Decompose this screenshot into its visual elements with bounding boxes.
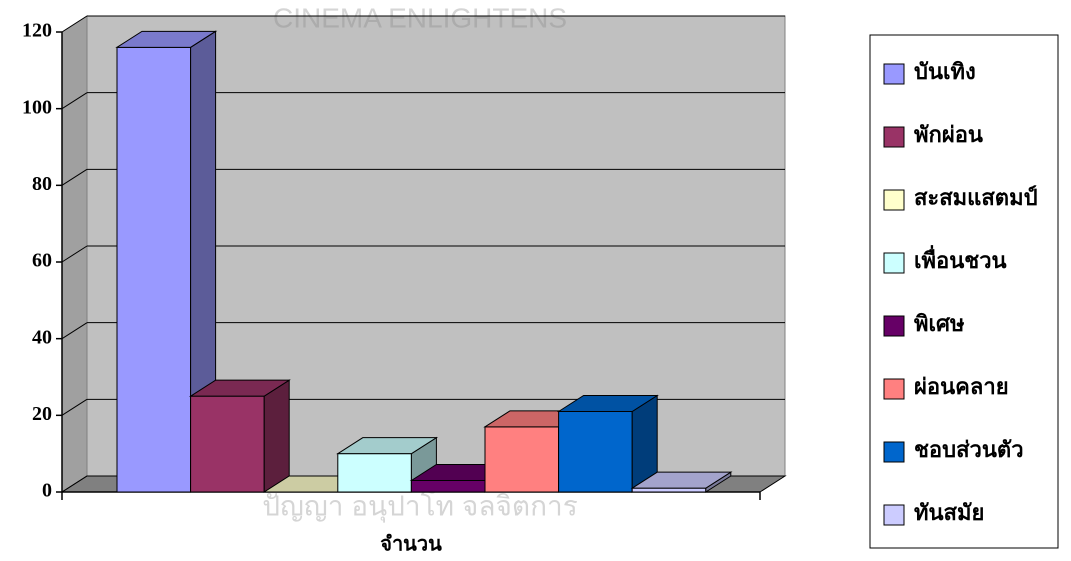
legend-label: สะสมแสตมป์	[914, 185, 1038, 210]
y-tick-label: 80	[32, 173, 52, 195]
y-tick-label: 100	[22, 96, 52, 118]
legend-label: พิเศษ	[914, 311, 965, 336]
grid-line	[61, 475, 88, 493]
legend-label: บันเทิง	[914, 59, 976, 84]
legend-swatch	[883, 189, 905, 211]
grid-line	[61, 92, 88, 110]
bar-top	[115, 30, 218, 48]
legend-label: เพื่อนชวน	[914, 244, 1007, 273]
legend-label: พักผ่อน	[914, 122, 983, 147]
bar-front	[410, 480, 486, 493]
bar-top	[630, 471, 733, 489]
legend-label: ชอบส่วนตัว	[914, 437, 1024, 462]
legend-swatch	[883, 378, 905, 400]
bar-front	[190, 395, 265, 493]
y-tick-label: 40	[32, 326, 52, 348]
bar-top	[188, 379, 291, 397]
grid-line	[61, 15, 88, 33]
legend-swatch	[883, 504, 905, 526]
bar-front	[116, 46, 192, 493]
legend-swatch	[883, 315, 905, 337]
legend-swatch	[883, 441, 905, 463]
legend-label: ทันสมัย	[914, 500, 984, 525]
y-tick-label: 60	[32, 250, 52, 272]
bar-front	[337, 453, 412, 493]
y-tick-label: 20	[32, 403, 52, 425]
grid-line	[61, 245, 88, 263]
bar-top	[556, 395, 659, 412]
bar-front	[558, 411, 633, 493]
bar-top	[336, 437, 439, 455]
bar-front	[484, 426, 560, 493]
watermark: ปัญญา อนุปาโท จลจิตการ	[262, 489, 578, 523]
bar-front	[631, 487, 707, 493]
legend-swatch	[883, 126, 905, 148]
y-tick-label: 0	[42, 480, 52, 502]
grid-line	[61, 398, 88, 416]
x-axis-label: จำนวน	[380, 534, 442, 556]
grid-line	[61, 168, 88, 186]
legend-label: ผ่อนคลาย	[914, 374, 1009, 399]
watermark: CINEMA ENLIGHTENS	[273, 2, 567, 33]
y-tick-label: 120	[22, 20, 52, 42]
legend-swatch	[883, 252, 905, 274]
grid-line	[61, 322, 88, 340]
legend-swatch	[883, 63, 905, 85]
legend-box	[869, 34, 1059, 549]
bar-side	[263, 379, 290, 493]
